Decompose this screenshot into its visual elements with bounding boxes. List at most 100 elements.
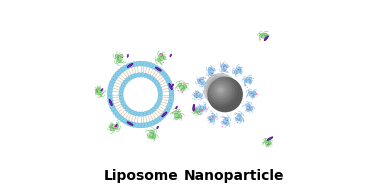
Ellipse shape: [208, 117, 210, 119]
Circle shape: [132, 62, 137, 67]
Circle shape: [211, 66, 212, 67]
Ellipse shape: [175, 111, 178, 114]
Ellipse shape: [264, 37, 267, 39]
Circle shape: [107, 89, 112, 94]
Circle shape: [107, 92, 112, 97]
Circle shape: [156, 67, 161, 72]
Circle shape: [109, 63, 172, 126]
Circle shape: [132, 122, 137, 127]
Ellipse shape: [110, 128, 114, 131]
Ellipse shape: [268, 142, 271, 144]
Circle shape: [119, 89, 124, 94]
Circle shape: [121, 102, 126, 106]
Circle shape: [129, 63, 133, 68]
Ellipse shape: [213, 115, 216, 118]
Circle shape: [196, 97, 197, 98]
Circle shape: [110, 105, 115, 110]
Ellipse shape: [93, 90, 98, 93]
Circle shape: [143, 73, 148, 78]
Ellipse shape: [157, 58, 161, 62]
Ellipse shape: [174, 113, 180, 118]
Circle shape: [126, 120, 130, 125]
Circle shape: [126, 64, 130, 69]
Circle shape: [212, 116, 213, 117]
Circle shape: [212, 73, 213, 74]
Ellipse shape: [246, 109, 249, 112]
Ellipse shape: [115, 125, 118, 129]
Circle shape: [138, 123, 143, 128]
Ellipse shape: [193, 110, 196, 112]
Ellipse shape: [193, 104, 195, 111]
Ellipse shape: [120, 54, 123, 57]
Ellipse shape: [210, 115, 214, 120]
Circle shape: [146, 74, 151, 79]
Ellipse shape: [244, 79, 247, 82]
Circle shape: [182, 92, 183, 93]
Circle shape: [133, 111, 138, 116]
Circle shape: [205, 108, 207, 109]
Circle shape: [117, 115, 123, 120]
Circle shape: [113, 128, 115, 129]
Circle shape: [253, 96, 254, 97]
Circle shape: [113, 110, 118, 115]
Ellipse shape: [157, 126, 158, 129]
Ellipse shape: [97, 86, 100, 89]
Ellipse shape: [260, 34, 263, 37]
Circle shape: [151, 64, 156, 69]
Ellipse shape: [176, 106, 177, 109]
Circle shape: [138, 61, 143, 66]
Circle shape: [120, 99, 124, 103]
Circle shape: [152, 107, 156, 111]
Circle shape: [94, 90, 95, 91]
Circle shape: [115, 113, 120, 118]
Circle shape: [237, 122, 238, 123]
Circle shape: [153, 65, 159, 70]
Circle shape: [184, 82, 185, 83]
Ellipse shape: [149, 132, 154, 137]
Circle shape: [156, 117, 161, 122]
Ellipse shape: [238, 67, 241, 70]
Ellipse shape: [115, 54, 119, 58]
Ellipse shape: [223, 119, 227, 124]
Circle shape: [166, 105, 172, 110]
Ellipse shape: [195, 109, 199, 112]
Ellipse shape: [175, 117, 178, 120]
Circle shape: [97, 91, 98, 92]
Circle shape: [194, 93, 195, 94]
Circle shape: [120, 117, 125, 122]
Circle shape: [251, 93, 252, 94]
Circle shape: [158, 95, 162, 100]
Ellipse shape: [101, 89, 103, 91]
Circle shape: [209, 78, 232, 102]
Circle shape: [204, 73, 238, 107]
Circle shape: [107, 95, 112, 100]
Circle shape: [156, 102, 160, 106]
Circle shape: [165, 107, 170, 112]
Ellipse shape: [250, 107, 253, 111]
Circle shape: [225, 118, 226, 119]
Ellipse shape: [172, 84, 173, 87]
Ellipse shape: [117, 60, 121, 63]
Circle shape: [209, 119, 210, 120]
Circle shape: [265, 39, 266, 40]
Circle shape: [147, 134, 148, 135]
Ellipse shape: [246, 106, 251, 110]
Circle shape: [210, 121, 211, 122]
Ellipse shape: [178, 114, 182, 118]
Circle shape: [111, 77, 116, 82]
Ellipse shape: [159, 55, 164, 61]
Circle shape: [247, 108, 248, 109]
Circle shape: [149, 76, 154, 80]
Ellipse shape: [249, 81, 252, 84]
Circle shape: [123, 80, 127, 85]
Ellipse shape: [265, 140, 267, 143]
Circle shape: [199, 80, 200, 81]
Circle shape: [137, 112, 141, 116]
Ellipse shape: [111, 124, 117, 129]
Circle shape: [169, 89, 174, 94]
Circle shape: [156, 83, 160, 87]
Ellipse shape: [222, 69, 225, 72]
Ellipse shape: [150, 130, 154, 134]
Ellipse shape: [178, 83, 182, 86]
Ellipse shape: [179, 85, 185, 89]
